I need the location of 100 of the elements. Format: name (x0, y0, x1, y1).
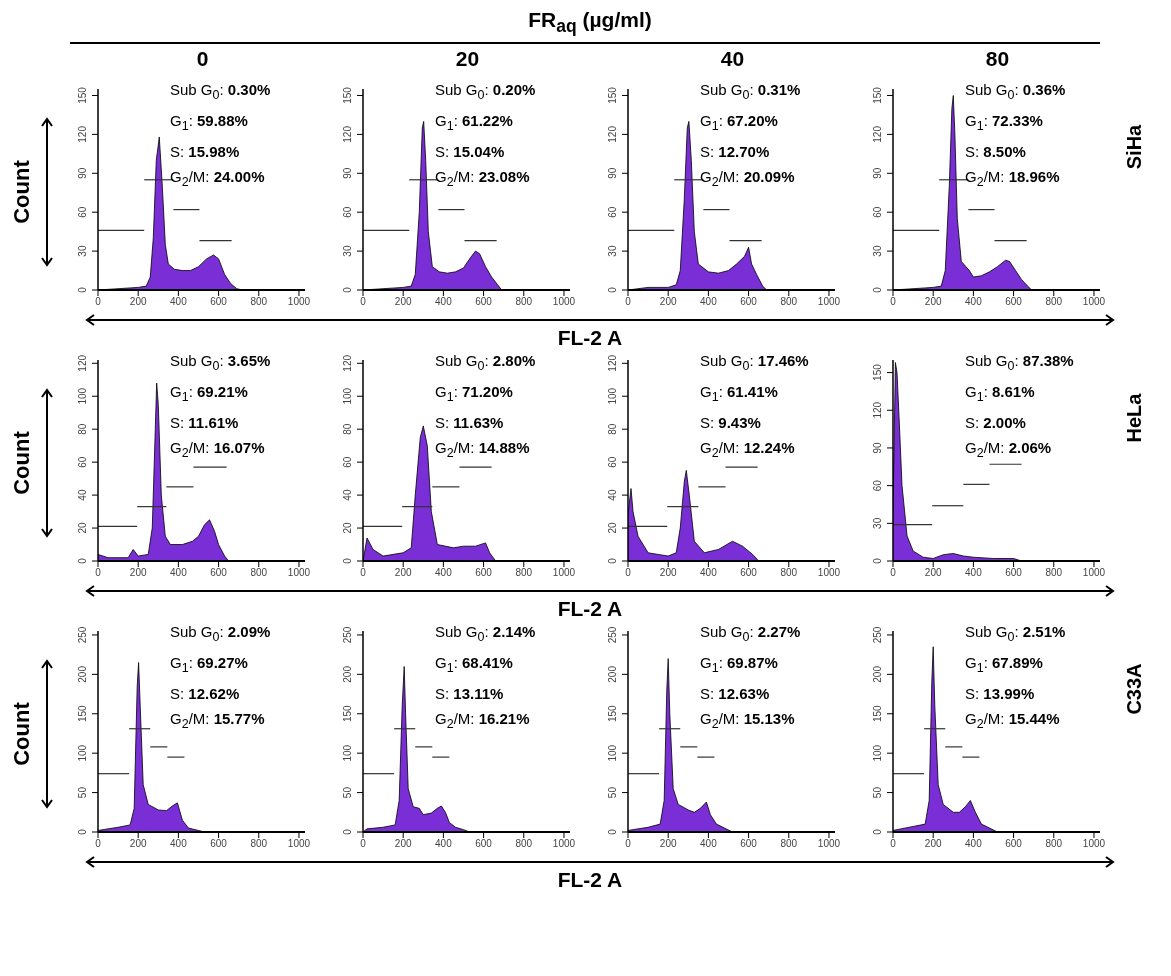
y-tick-label: 150 (872, 86, 883, 105)
annotation: S: 12.62% (170, 685, 240, 703)
y-tick-label: 0 (872, 557, 883, 564)
y-tick-label: 50 (607, 786, 618, 799)
y-tick-label: 0 (872, 828, 883, 835)
annotation: Sub G$_{0}$: 3.65% (170, 352, 271, 374)
annotation: S: 11.63% (435, 414, 504, 432)
annotation: G$_{2}$/M: 18.96% (965, 168, 1060, 190)
annotation: S: 13.11% (435, 685, 504, 703)
annotation: G$_{1}$: 69.21% (170, 383, 248, 405)
x-tick-label: 0 (360, 567, 367, 579)
y-tick-label: 20 (342, 522, 353, 534)
annotation: Sub G$_{0}$: 17.46% (700, 352, 809, 374)
x-tick-label: 1000 (1082, 296, 1106, 308)
y-tick-label: 120 (77, 125, 88, 143)
x-tick-label: 200 (394, 296, 412, 308)
x-tick-label: 0 (95, 838, 102, 850)
y-tick-label: 60 (77, 206, 88, 218)
x-tick-label: 1000 (552, 296, 576, 308)
annotation: G$_{2}$/M: 15.13% (700, 710, 795, 732)
y-tick-label: 150 (872, 363, 883, 382)
x-tick-label: 400 (965, 567, 983, 579)
annotation: G$_{1}$: 61.22% (435, 112, 513, 134)
y-tick-label: 120 (77, 354, 88, 372)
y-tick-label: 0 (77, 557, 88, 564)
x-axis-title: FL-2 A (557, 597, 623, 622)
annotation: S: 12.70% (700, 143, 770, 161)
x-tick-label: 400 (170, 838, 188, 850)
y-tick-label: 100 (77, 387, 88, 405)
y-tick-label: 250 (77, 626, 88, 644)
y-tick-label: 50 (77, 786, 88, 799)
x-tick-label: 1000 (552, 838, 576, 850)
y-tick-label: 40 (607, 489, 618, 501)
annotation: G$_{1}$: 61.41% (700, 383, 778, 405)
y-tick-label: 90 (872, 167, 883, 180)
annotation: G$_{1}$: 71.20% (435, 383, 513, 405)
y-tick-label: 100 (872, 744, 883, 762)
annotation: S: 13.99% (965, 685, 1035, 703)
x-tick-label: 200 (924, 838, 942, 850)
y-tick-label: 100 (607, 744, 618, 762)
x-axis-title: FL-2 A (557, 868, 623, 893)
x-tick-label: 600 (475, 838, 493, 850)
x-tick-label: 1000 (1082, 567, 1106, 579)
y-tick-label: 60 (342, 456, 353, 468)
y-tick-label: 50 (342, 786, 353, 799)
x-tick-label: 0 (625, 567, 632, 579)
text: FR$_{aq}$ (µg/ml) (527, 8, 653, 39)
x-tick-label: 0 (95, 567, 102, 579)
x-tick-label: 600 (740, 296, 758, 308)
y-tick-label: 250 (342, 626, 353, 644)
y-tick-label: 30 (872, 517, 883, 530)
annotation: S: 8.50% (965, 143, 1026, 161)
x-tick-label: 800 (250, 296, 268, 308)
y-tick-label: 200 (77, 665, 88, 683)
y-tick-label: 60 (77, 456, 88, 468)
annotation: Sub G$_{0}$: 2.51% (965, 623, 1066, 645)
y-axis-title: Count (9, 431, 35, 495)
y-tick-label: 250 (872, 626, 883, 644)
annotation: Sub G$_{0}$: 0.36% (965, 81, 1066, 103)
x-tick-label: 800 (515, 296, 533, 308)
annotation: G$_{1}$: 8.61% (965, 383, 1035, 405)
y-tick-label: 120 (872, 125, 883, 143)
x-tick-label: 400 (965, 296, 983, 308)
y-tick-label: 30 (607, 245, 618, 257)
annotation: S: 15.98% (170, 143, 240, 161)
x-tick-label: 0 (890, 567, 897, 579)
annotation: G$_{2}$/M: 23.08% (435, 168, 530, 190)
x-tick-label: 600 (475, 296, 493, 308)
y-tick-label: 0 (342, 286, 353, 293)
annotation: Sub G$_{0}$: 87.38% (965, 352, 1074, 374)
y-tick-label: 150 (77, 86, 88, 105)
annotation: Sub G$_{0}$: 2.80% (435, 352, 536, 374)
annotation: Sub G$_{0}$: 2.09% (170, 623, 271, 645)
annotation: G$_{2}$/M: 15.77% (170, 710, 265, 732)
y-tick-label: 40 (77, 489, 88, 501)
y-tick-label: 60 (342, 206, 353, 218)
x-tick-label: 1000 (552, 567, 576, 579)
x-tick-label: 400 (170, 296, 188, 308)
y-tick-label: 250 (607, 626, 618, 644)
annotation: G$_{1}$: 69.87% (700, 654, 778, 676)
x-tick-label: 1000 (287, 296, 311, 308)
y-tick-label: 0 (77, 286, 88, 293)
y-tick-label: 40 (342, 489, 353, 501)
y2-axis-title: C33A (1122, 663, 1146, 715)
annotation: S: 11.61% (170, 414, 239, 432)
x-tick-label: 800 (515, 838, 533, 850)
y2-axis-title: HeLa (1122, 393, 1146, 443)
y-tick-label: 120 (342, 354, 353, 372)
annotation: G$_{2}$/M: 2.06% (965, 439, 1052, 461)
y-tick-label: 30 (872, 245, 883, 257)
chart-title: 0 (212, 88, 220, 103)
annotation: G$_{1}$: 67.20% (700, 112, 778, 134)
y-tick-label: 30 (342, 245, 353, 257)
x-tick-label: 200 (129, 296, 147, 308)
x-tick-label: 1000 (287, 838, 311, 850)
annotation: Sub G$_{0}$: 0.20% (435, 81, 536, 103)
y-tick-label: 90 (607, 167, 618, 180)
x-tick-label: 0 (360, 296, 367, 308)
y-tick-label: 150 (607, 705, 618, 723)
x-tick-label: 400 (700, 567, 718, 579)
